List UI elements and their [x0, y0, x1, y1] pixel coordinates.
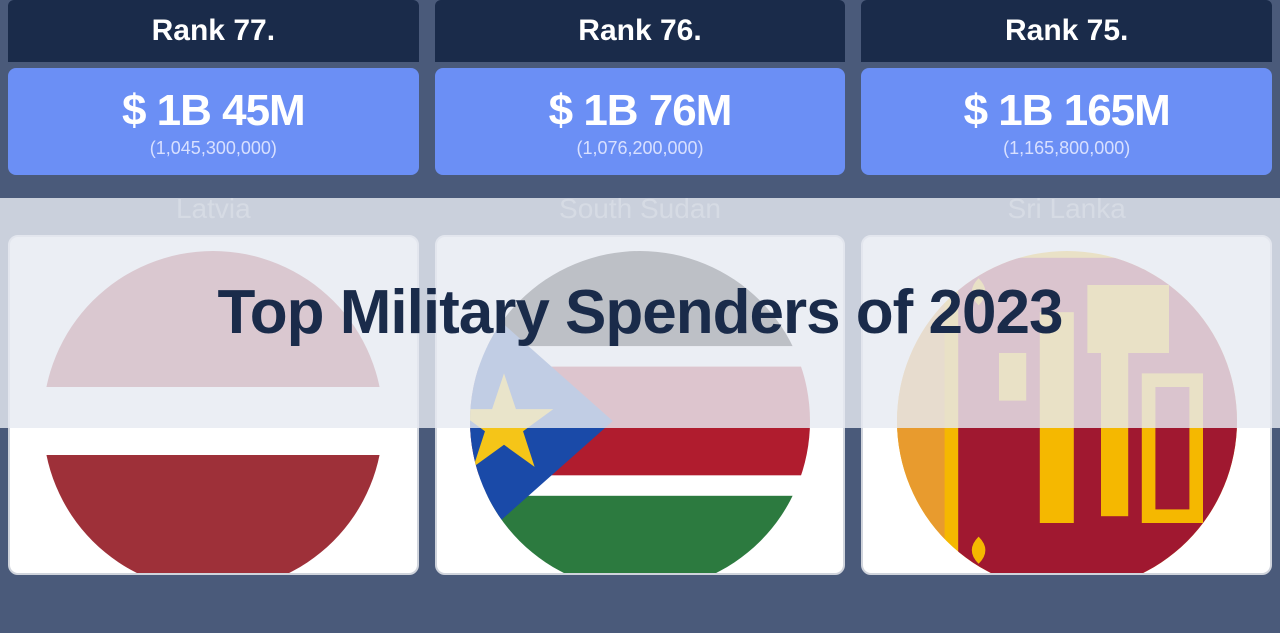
- amount-full: (1,076,200,000): [435, 138, 846, 159]
- amount-full: (1,045,300,000): [8, 138, 419, 159]
- amount-box: $ 1B 76M (1,076,200,000): [435, 68, 846, 175]
- rank-header: Rank 76.: [435, 0, 846, 62]
- amount-box: $ 1B 165M (1,165,800,000): [861, 68, 1272, 175]
- amount-full: (1,165,800,000): [861, 138, 1272, 159]
- page-title: Top Military Spenders of 2023: [218, 277, 1063, 348]
- amount-box: $ 1B 45M (1,045,300,000): [8, 68, 419, 175]
- title-overlay: Top Military Spenders of 2023: [0, 198, 1280, 428]
- amount-short: $ 1B 45M: [8, 86, 419, 136]
- amount-short: $ 1B 165M: [861, 86, 1272, 136]
- rank-header: Rank 75.: [861, 0, 1272, 62]
- rank-header: Rank 77.: [8, 0, 419, 62]
- amount-short: $ 1B 76M: [435, 86, 846, 136]
